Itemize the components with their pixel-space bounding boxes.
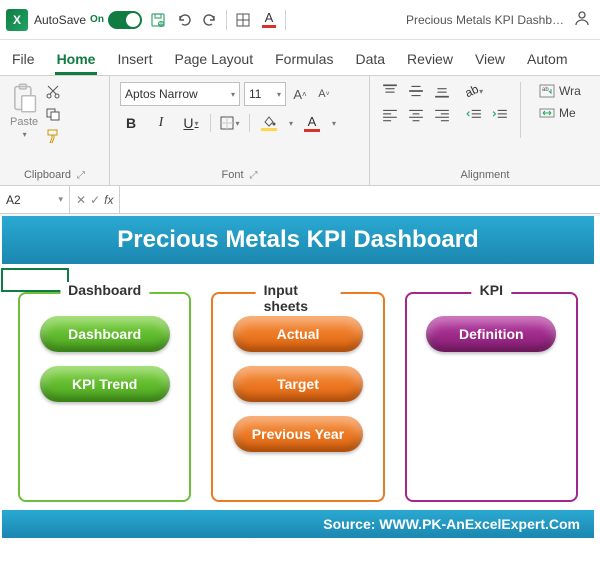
dashboard-title: Precious Metals KPI Dashboard (2, 216, 594, 264)
shrink-font-icon[interactable]: A˅ (314, 82, 334, 106)
paste-button[interactable]: Paste ▾ (10, 82, 38, 139)
align-top-icon[interactable] (380, 82, 400, 100)
worksheet-area[interactable]: Precious Metals KPI Dashboard Dashboard … (0, 216, 600, 574)
divider (249, 114, 250, 132)
title-bar: X AutoSave On A Precious Metals KPI Dash… (0, 0, 600, 40)
align-middle-icon[interactable] (406, 82, 426, 100)
panel-dashboard: Dashboard Dashboard KPI Trend (18, 292, 191, 502)
merge-label: Me (559, 106, 576, 120)
button-dashboard[interactable]: Dashboard (40, 316, 170, 352)
panel-legend: Input sheets (256, 282, 341, 314)
active-cell-indicator (1, 268, 69, 292)
tab-insert[interactable]: Insert (115, 45, 154, 75)
tab-review[interactable]: Review (405, 45, 455, 75)
orientation-icon[interactable]: ab▾ (464, 82, 484, 100)
decrease-indent-icon[interactable] (464, 106, 484, 124)
font-color-dropdown-icon[interactable]: ▾ (332, 119, 336, 128)
name-box[interactable]: A2▾ (0, 186, 70, 213)
divider (226, 10, 227, 30)
dashboard-container: Precious Metals KPI Dashboard Dashboard … (2, 216, 594, 538)
ribbon-tabs: File Home Insert Page Layout Formulas Da… (0, 40, 600, 76)
font-launcher-icon[interactable]: ⤢ (250, 170, 258, 181)
group-clipboard: Paste ▾ Clipboard ⤢ (0, 76, 110, 185)
copy-icon[interactable] (44, 106, 62, 122)
font-name-value: Aptos Narrow (125, 87, 198, 101)
panel-input-sheets: Input sheets Actual Target Previous Year (211, 292, 384, 502)
save-icon[interactable] (148, 10, 168, 30)
document-title: Precious Metals KPI Dashb… (406, 13, 564, 27)
fx-icon[interactable]: fx (104, 193, 113, 207)
underline-button[interactable]: U▾ (180, 112, 202, 134)
group-font: Aptos Narrow▾ 11▾ A˄ A˅ B I U▾ ▾ ▾ A ▾ F… (110, 76, 370, 185)
font-size-value: 11 (249, 87, 261, 101)
borders-quick-icon[interactable] (233, 10, 253, 30)
button-previous-year[interactable]: Previous Year (233, 416, 363, 452)
font-color-button[interactable]: A (301, 112, 323, 134)
tab-home[interactable]: Home (55, 45, 98, 75)
merge-center-button[interactable]: Me (539, 106, 581, 120)
clipboard-launcher-icon[interactable]: ⤢ (77, 170, 85, 181)
grow-font-icon[interactable]: A˄ (290, 82, 310, 106)
borders-button[interactable]: ▾ (219, 112, 241, 134)
align-center-icon[interactable] (406, 106, 426, 124)
enter-formula-icon[interactable]: ✓ (90, 193, 100, 207)
tab-data[interactable]: Data (353, 45, 387, 75)
button-kpi-trend[interactable]: KPI Trend (40, 366, 170, 402)
fill-color-dropdown-icon[interactable]: ▾ (289, 119, 293, 128)
wrap-text-label: Wra (559, 84, 581, 98)
tab-file[interactable]: File (10, 45, 37, 75)
italic-button[interactable]: I (150, 112, 172, 134)
tab-formulas[interactable]: Formulas (273, 45, 335, 75)
cut-icon[interactable] (44, 84, 62, 100)
align-bottom-icon[interactable] (432, 82, 452, 100)
button-target[interactable]: Target (233, 366, 363, 402)
increase-indent-icon[interactable] (490, 106, 510, 124)
autosave-label: AutoSave (34, 13, 86, 27)
dashboard-footer: Source: WWW.PK-AnExcelExpert.Com (2, 510, 594, 538)
tab-page-layout[interactable]: Page Layout (172, 45, 255, 75)
bold-button[interactable]: B (120, 112, 142, 134)
font-name-select[interactable]: Aptos Narrow▾ (120, 82, 240, 106)
panel-legend: Dashboard (60, 282, 149, 298)
font-size-select[interactable]: 11▾ (244, 82, 286, 106)
group-alignment: ab▾ ab Wra Me Alignment (370, 76, 600, 185)
divider (210, 114, 211, 132)
redo-icon[interactable] (200, 10, 220, 30)
panel-legend: KPI (472, 282, 511, 298)
alignment-group-label: Alignment (461, 169, 510, 181)
clipboard-group-label: Clipboard (24, 169, 71, 181)
cancel-formula-icon[interactable]: ✕ (76, 193, 86, 207)
autosave-toggle[interactable]: AutoSave On (34, 11, 142, 29)
format-painter-icon[interactable] (44, 128, 62, 144)
svg-text:ab: ab (542, 87, 549, 93)
paste-label: Paste (10, 116, 38, 128)
ribbon: Paste ▾ Clipboard ⤢ Aptos Narrow▾ 11▾ A˄ … (0, 76, 600, 186)
cell-reference: A2 (6, 193, 21, 207)
button-definition[interactable]: Definition (426, 316, 556, 352)
tab-automate[interactable]: Autom (525, 45, 569, 75)
font-group-label: Font (221, 169, 243, 181)
font-color-quick-icon[interactable]: A (259, 10, 279, 30)
align-left-icon[interactable] (380, 106, 400, 124)
undo-icon[interactable] (174, 10, 194, 30)
toggle-switch-icon (108, 11, 142, 29)
wrap-text-button[interactable]: ab Wra (539, 84, 581, 98)
tab-view[interactable]: View (473, 45, 507, 75)
autosave-state: On (90, 14, 104, 25)
account-icon[interactable] (574, 10, 590, 29)
divider (520, 82, 521, 138)
divider (285, 10, 286, 30)
button-actual[interactable]: Actual (233, 316, 363, 352)
fill-color-button[interactable] (258, 112, 280, 134)
align-right-icon[interactable] (432, 106, 452, 124)
panel-kpi: KPI Definition (405, 292, 578, 502)
formula-bar: A2▾ ✕ ✓ fx (0, 186, 600, 214)
excel-app-icon: X (6, 9, 28, 31)
